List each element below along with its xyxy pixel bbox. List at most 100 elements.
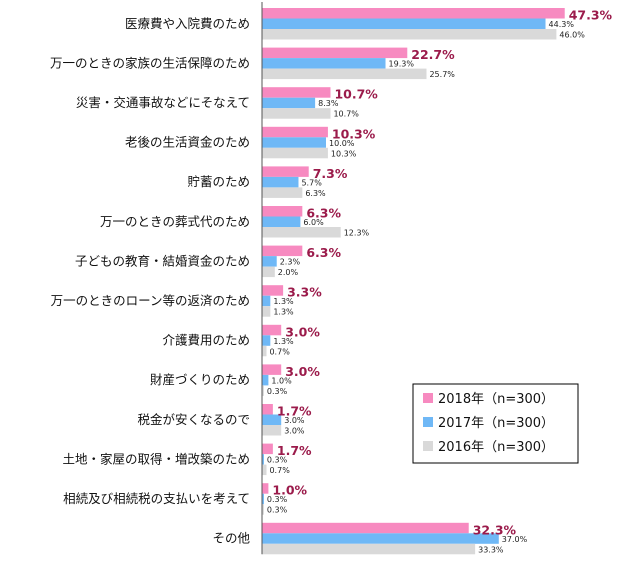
data-label-series-2: 5.7% <box>301 178 322 187</box>
bar-series-1 <box>262 522 469 534</box>
data-label-series-3: 6.3% <box>305 189 326 198</box>
category-label: その他 <box>212 531 250 546</box>
bar-series-2 <box>262 18 546 29</box>
data-label-series-2: 1.0% <box>271 376 292 385</box>
data-label-series-1: 3.0% <box>285 364 320 379</box>
data-label-series-1: 10.7% <box>334 87 378 102</box>
bar-series-3 <box>262 464 267 476</box>
data-label-series-2: 0.3% <box>267 495 288 504</box>
data-label-series-1: 6.3% <box>306 245 341 260</box>
data-label-series-1: 1.0% <box>272 483 307 498</box>
data-label-series-3: 33.3% <box>478 545 504 554</box>
category-label: 貯蓄のため <box>187 174 250 189</box>
bar-series-3 <box>262 504 264 515</box>
data-label-series-3: 2.0% <box>278 268 299 277</box>
legend-label-2: 2017年（n=300） <box>438 416 554 431</box>
category-label: 財産づくりのため <box>150 372 250 387</box>
bar-series-1 <box>262 47 408 59</box>
bar-series-1 <box>262 87 331 98</box>
bar-series-2 <box>262 256 277 267</box>
category-label: 介護費用のため <box>162 333 250 348</box>
category-label: 災害・交通事故などにそなえて <box>76 95 250 110</box>
category-label: 万一のときの葬式代のため <box>100 214 250 229</box>
bar-series-3 <box>262 147 328 159</box>
bar-series-2 <box>262 97 316 109</box>
bar-series-2 <box>262 493 264 505</box>
legend-swatch-2 <box>423 417 433 427</box>
legend: 2018年（n=300） 2017年（n=300） 2016年（n=300） <box>412 383 579 464</box>
data-label-series-1: 10.3% <box>332 126 376 141</box>
data-label-series-3: 10.3% <box>331 149 357 158</box>
bar-series-3 <box>262 227 341 238</box>
bar-series-3 <box>262 187 303 198</box>
bar-series-2 <box>262 335 271 346</box>
data-label-series-2: 6.0% <box>303 218 324 227</box>
data-label-series-1: 1.7% <box>277 443 312 458</box>
data-label-series-3: 1.3% <box>273 308 294 317</box>
data-label-series-2: 0.3% <box>267 456 288 465</box>
bar-series-3 <box>262 385 264 396</box>
category-label: 万一のときのローン等の返済のため <box>51 293 250 308</box>
bar-series-1 <box>262 126 328 138</box>
data-label-series-2: 1.3% <box>273 297 294 306</box>
bar-series-3 <box>262 345 267 357</box>
data-label-series-1: 32.3% <box>473 522 517 537</box>
data-label-series-2: 19.3% <box>389 60 415 69</box>
bar-series-2 <box>262 216 301 227</box>
data-label-series-2: 3.0% <box>284 416 305 425</box>
bar-series-2 <box>262 295 271 307</box>
bar-series-3 <box>262 29 557 40</box>
data-label-series-2: 44.3% <box>549 20 575 29</box>
data-label-series-1: 1.7% <box>277 404 312 419</box>
data-label-series-3: 10.7% <box>333 110 359 119</box>
data-label-series-1: 6.3% <box>306 206 341 221</box>
data-label-series-1: 22.7% <box>411 47 455 62</box>
data-label-series-3: 12.3% <box>344 229 370 238</box>
bar-series-3 <box>262 425 282 436</box>
bar-series-1 <box>262 324 282 336</box>
data-label-series-2: 37.0% <box>502 535 528 544</box>
data-label-series-1: 3.3% <box>287 285 322 300</box>
bar-series-3 <box>262 543 476 555</box>
data-label-series-3: 0.7% <box>269 466 290 475</box>
bar-series-3 <box>262 266 275 278</box>
data-label-series-3: 3.0% <box>284 427 305 436</box>
category-label: 医療費や入院費のため <box>125 16 250 31</box>
data-label-series-2: 2.3% <box>280 258 301 267</box>
data-label-series-3: 0.3% <box>267 387 288 396</box>
bars-layer <box>262 8 565 555</box>
category-label: 相続及び相続税の支払いを考えて <box>63 491 250 506</box>
bar-series-2 <box>262 374 269 386</box>
bar-series-1 <box>262 285 284 296</box>
category-label: 土地・家屋の取得・増改築のため <box>62 451 250 466</box>
data-label-series-1: 3.0% <box>285 324 320 339</box>
legend-box <box>412 383 579 464</box>
bar-series-1 <box>262 443 273 455</box>
bar-series-1 <box>262 8 565 19</box>
category-label: 万一のときの家族の生活保障のため <box>50 55 250 70</box>
bar-series-2 <box>262 454 264 465</box>
data-label-series-1: 47.3% <box>569 8 613 23</box>
bar-series-1 <box>262 206 303 217</box>
category-label: 老後の生活資金のため <box>125 135 250 150</box>
bar-series-1 <box>262 245 303 257</box>
data-label-series-1: 7.3% <box>313 166 348 181</box>
bar-series-1 <box>262 166 309 177</box>
legend-label-3: 2016年（n=300） <box>438 440 554 455</box>
labels-layer: 医療費や入院費のため 47.3%44.3% 46.0% 万一のときの家族の生活保障のた… <box>50 8 613 555</box>
data-label-series-2: 8.3% <box>318 99 339 108</box>
bar-series-2 <box>262 137 326 148</box>
legend-label-1: 2018年（n=300） <box>438 392 554 407</box>
data-label-series-3: 0.3% <box>267 506 288 515</box>
legend-swatch-1 <box>423 393 433 403</box>
category-label: 税金が安くなるので <box>137 412 250 427</box>
data-label-series-2: 10.0% <box>329 139 355 148</box>
bar-series-2 <box>262 414 282 425</box>
data-label-series-3: 25.7% <box>429 70 455 79</box>
bar-series-1 <box>262 364 282 375</box>
bar-series-3 <box>262 108 331 119</box>
bar-series-2 <box>262 533 499 544</box>
bar-series-2 <box>262 58 386 69</box>
bar-series-2 <box>262 176 299 188</box>
